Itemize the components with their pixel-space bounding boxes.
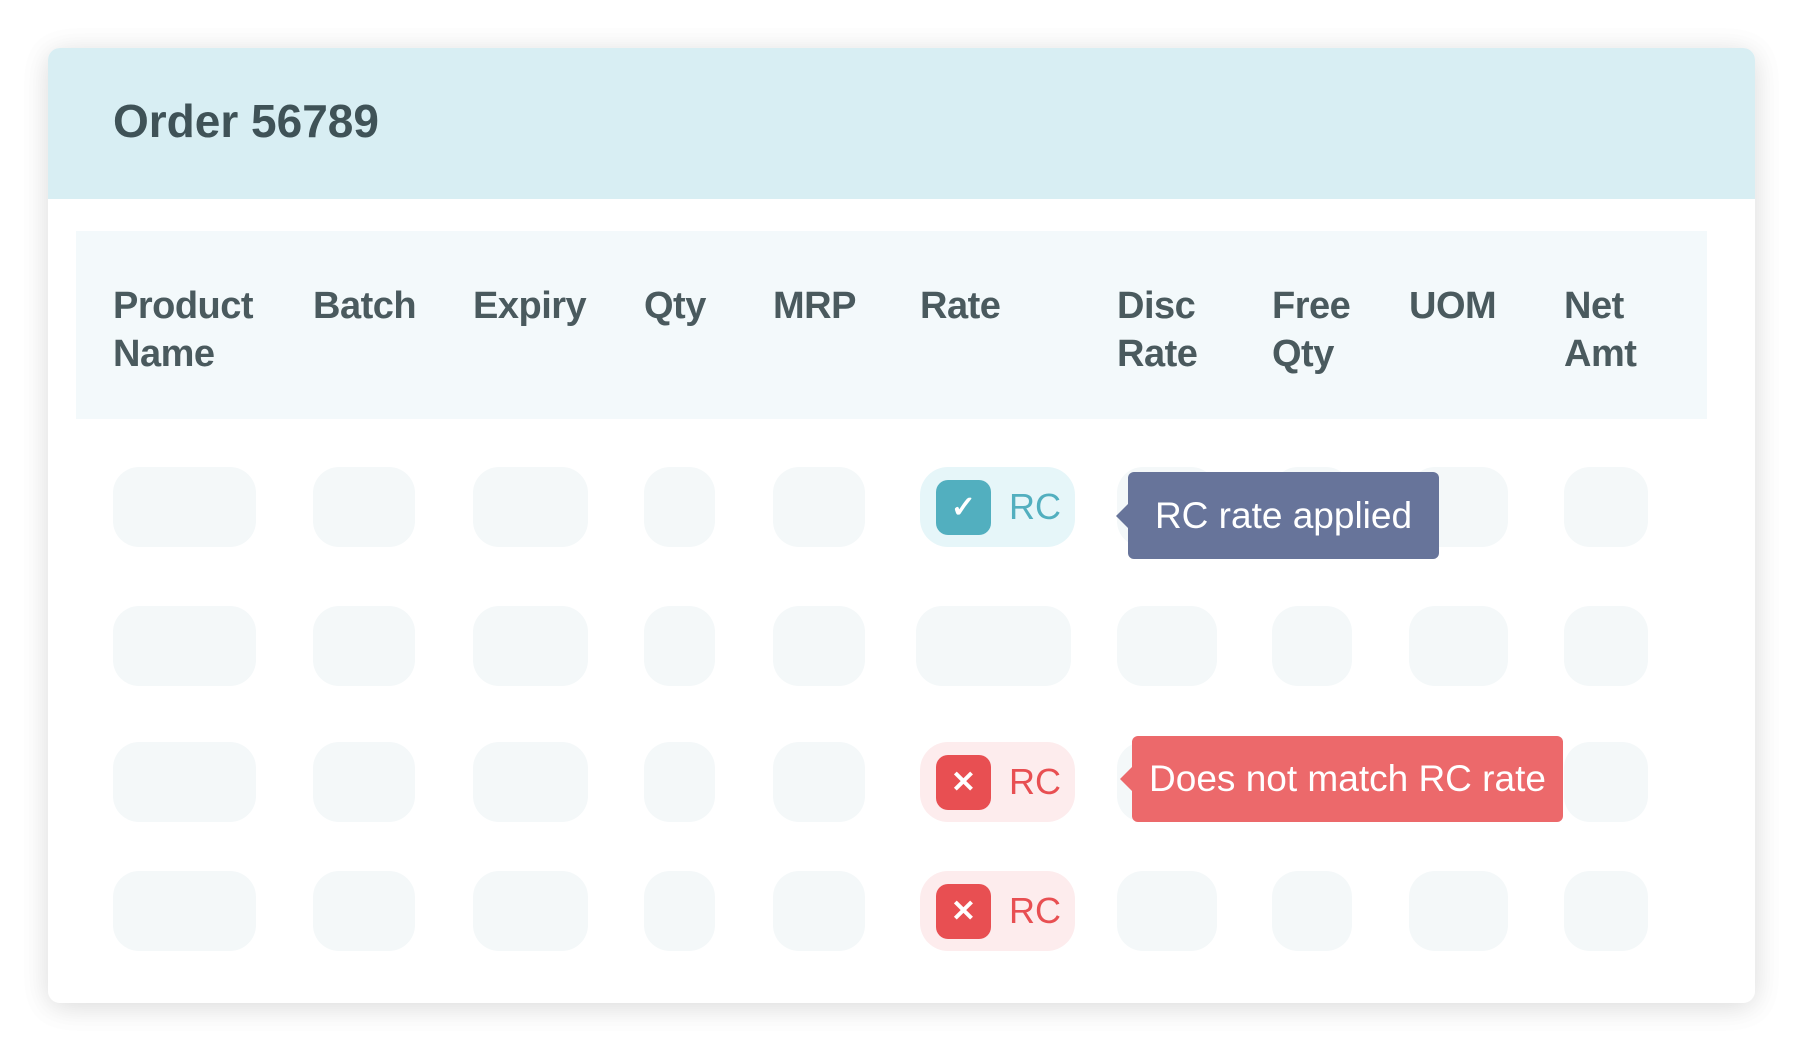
table-header <box>76 231 1707 419</box>
column-header-text: Rate <box>920 285 1001 327</box>
column-header-text: Product <box>113 285 254 327</box>
column-header-text: UOM <box>1409 285 1497 327</box>
column-header: Product Name <box>113 282 254 378</box>
column-header-text: Qty <box>644 285 706 327</box>
cell-placeholder <box>644 871 715 951</box>
order-title: Order 56789 <box>113 95 379 147</box>
cell-placeholder <box>1272 606 1352 686</box>
column-header-text: Disc <box>1117 285 1196 327</box>
rc-label: RC <box>1009 486 1061 527</box>
column-header: Expiry <box>473 282 587 330</box>
cell-placeholder <box>1117 871 1217 951</box>
cell-placeholder <box>473 467 588 547</box>
column-header-text: Qty <box>1272 333 1334 375</box>
column-header-text: Name <box>113 333 215 375</box>
cell-placeholder <box>1564 606 1648 686</box>
rc-label: RC <box>1009 761 1061 802</box>
x-icon: ✕ <box>936 754 991 810</box>
column-header: UOM <box>1409 282 1497 330</box>
cell-placeholder <box>644 606 715 686</box>
column-header: Rate <box>920 282 1001 330</box>
cell-placeholder <box>313 742 415 822</box>
cell-placeholder <box>473 871 588 951</box>
cell-placeholder <box>473 742 588 822</box>
cell-placeholder <box>773 742 865 822</box>
cell-placeholder <box>313 606 415 686</box>
cell-placeholder <box>916 606 1071 686</box>
column-header: MRP <box>773 282 856 330</box>
cell-placeholder <box>644 742 715 822</box>
column-header-text: Expiry <box>473 285 587 327</box>
cell-placeholder <box>1409 606 1508 686</box>
rc-badge[interactable]: ✕ RC <box>920 871 1075 951</box>
cell-placeholder <box>644 467 715 547</box>
column-header: Qty <box>644 282 706 330</box>
cell-placeholder <box>113 871 256 951</box>
order-header: Order 56789 <box>48 48 1755 199</box>
column-header: Batch <box>313 282 417 330</box>
cell-placeholder <box>473 606 588 686</box>
column-header: Disc Rate <box>1117 282 1198 378</box>
cell-placeholder <box>313 871 415 951</box>
cell-placeholder <box>773 606 865 686</box>
rc-badge[interactable]: ✓ RC <box>920 467 1075 547</box>
cell-placeholder <box>1564 467 1648 547</box>
column-header: Free Qty <box>1272 282 1351 378</box>
column-header-text: Amt <box>1564 333 1637 375</box>
cell-placeholder <box>313 467 415 547</box>
rc-badge[interactable]: ✕ RC <box>920 742 1075 822</box>
column-header-text: Rate <box>1117 333 1198 375</box>
cell-placeholder <box>1564 742 1648 822</box>
column-header-text: Free <box>1272 285 1351 327</box>
cell-placeholder <box>1117 606 1217 686</box>
cell-placeholder <box>113 742 256 822</box>
cell-placeholder <box>113 606 256 686</box>
tooltip-rc-applied: RC rate applied <box>1116 472 1439 559</box>
cell-placeholder <box>1409 871 1508 951</box>
column-header-text: MRP <box>773 285 856 327</box>
rc-label: RC <box>1009 890 1061 931</box>
cell-placeholder <box>773 871 865 951</box>
cell-placeholder <box>1564 871 1648 951</box>
check-icon: ✓ <box>936 479 991 535</box>
column-header-text: Batch <box>313 285 417 327</box>
x-icon: ✕ <box>936 883 991 939</box>
column-header-text: Net <box>1564 285 1624 327</box>
cell-placeholder <box>773 467 865 547</box>
column-header: Net Amt <box>1564 282 1637 378</box>
cell-placeholder <box>1272 871 1352 951</box>
cell-placeholder <box>113 467 256 547</box>
tooltip-rc-mismatch: Does not match RC rate <box>1120 736 1563 822</box>
